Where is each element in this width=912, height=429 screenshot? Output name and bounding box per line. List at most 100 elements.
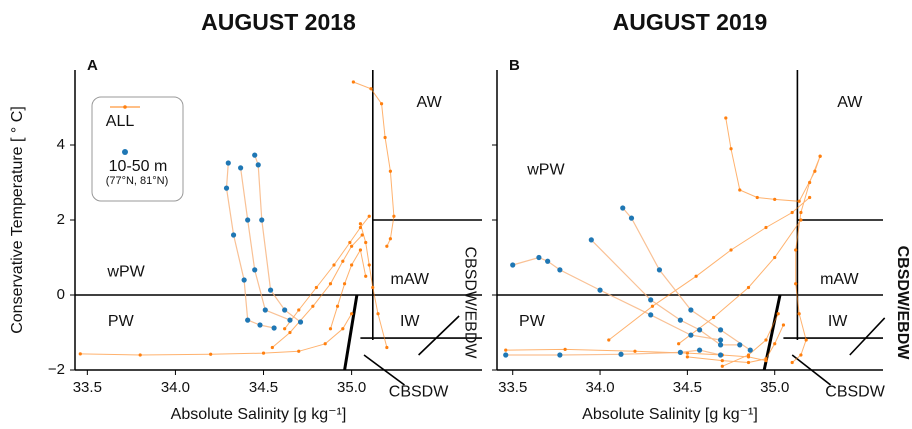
profile-point [738, 188, 742, 192]
profile-point [138, 353, 142, 357]
profile-point-blue [259, 217, 265, 223]
profile-point-blue [648, 312, 654, 318]
y-axis-label: Conservative Temperature [ ° C] [9, 106, 26, 334]
profile-point [746, 353, 751, 357]
region-label: AW [837, 94, 863, 111]
profile-point [351, 80, 355, 84]
profile-point [342, 282, 347, 286]
profile-point [388, 237, 392, 241]
y-tick-label: −2 [48, 361, 65, 378]
profile-point [773, 342, 777, 346]
profile-point-blue [717, 342, 724, 348]
profile-point [720, 364, 724, 368]
panel-label: B [509, 57, 520, 74]
region-label: CBSDW [389, 384, 449, 401]
profile-point [808, 195, 812, 200]
profile-point-blue [225, 160, 231, 166]
region-label: CBSDW [825, 384, 885, 401]
profile-point [607, 338, 611, 342]
profile-point [776, 312, 780, 316]
region-label: wPW [526, 161, 565, 178]
region-label: mAW [391, 271, 430, 288]
water-mass-boundary [849, 317, 886, 356]
profile-point-blue [267, 287, 274, 293]
profile-point [755, 195, 759, 200]
side-label: CBSDW/EBDW [461, 247, 478, 360]
profile-point [328, 282, 333, 286]
legend-swatch-dot [122, 149, 128, 155]
profile-point [297, 349, 301, 353]
profile-point-blue [677, 349, 683, 355]
y-tick-label: 2 [57, 211, 65, 228]
profile-point [724, 116, 728, 120]
profile-point-blue [737, 342, 743, 348]
profile-point [729, 147, 733, 151]
profile-point [311, 304, 315, 308]
profile-point-blue [503, 352, 509, 358]
profile-point-blue [545, 258, 551, 264]
profile-point [685, 355, 689, 359]
profile-point [746, 360, 751, 365]
side-label: CBSDW/EBDW [894, 246, 911, 361]
x-tick-label: 34.5 [249, 379, 278, 396]
profile-point [794, 248, 798, 252]
profile-point [358, 248, 363, 252]
series-line [225, 154, 301, 329]
profile-point-blue [588, 237, 594, 243]
profile-point [797, 199, 801, 203]
profile-point [341, 259, 345, 263]
profile-point [364, 240, 368, 245]
profile-point-blue [620, 205, 626, 211]
x-tick-label: 34.0 [161, 379, 190, 396]
profile-point [746, 285, 751, 290]
profile-point [764, 338, 768, 342]
legend-label: 10-50 m [109, 158, 168, 175]
legend-box [91, 96, 184, 202]
profile-point [297, 308, 301, 312]
profile-point [799, 353, 803, 357]
profile-point [364, 274, 368, 278]
profile-point [794, 282, 798, 286]
profile-point-blue [717, 337, 724, 343]
profile-point [288, 330, 292, 335]
profile-point [790, 360, 794, 365]
profile-point-blue [656, 267, 663, 273]
profile-point-blue [230, 232, 237, 238]
profile-point [367, 214, 371, 218]
region-label: mAW [820, 271, 859, 288]
profile-point [694, 274, 698, 278]
profile-point [804, 338, 808, 342]
profile-point-blue [262, 307, 268, 313]
profile-point-blue [597, 287, 603, 293]
x-tick-label: 34.0 [585, 379, 614, 396]
profile-point-blue [648, 297, 654, 303]
profile-point-blue [510, 262, 516, 268]
water-mass-boundary [343, 294, 359, 371]
profile-point [376, 312, 380, 316]
y-tick-label: 0 [57, 286, 65, 303]
profile-point [261, 351, 266, 355]
water-mass-boundary [418, 315, 460, 356]
profile-point [633, 349, 637, 353]
profile-point [818, 154, 822, 158]
profile-point-blue [257, 322, 263, 328]
profile-point [650, 304, 655, 308]
region-label: PW [519, 313, 546, 330]
profile-point-blue [688, 307, 694, 313]
profile-point [209, 352, 213, 356]
profile-point [720, 359, 724, 363]
profile-point [781, 323, 786, 327]
profile-point-blue [223, 185, 230, 191]
profile-point [379, 102, 384, 106]
profile-point [797, 312, 801, 316]
profile-point [799, 210, 803, 215]
profile-point [729, 248, 733, 252]
profile-point [799, 218, 803, 222]
profile-point [790, 210, 794, 215]
profile-point [504, 348, 508, 352]
legend-note: (77°N, 81°N) [106, 175, 169, 187]
x-tick-label: 35.0 [337, 379, 366, 396]
profile-point [350, 244, 354, 248]
profile-point [385, 244, 389, 248]
